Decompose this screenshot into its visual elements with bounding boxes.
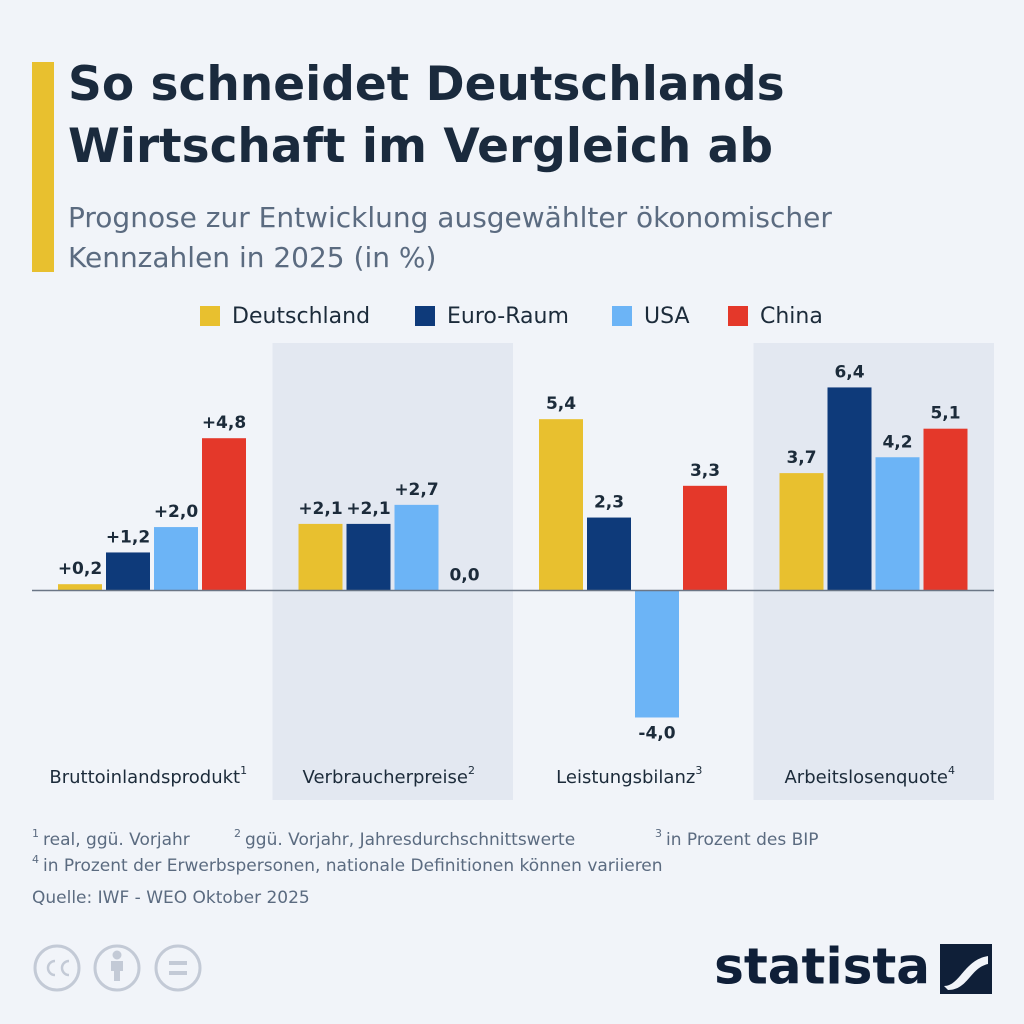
bar	[106, 552, 150, 591]
footnote-text: ggü. Vorjahr, Jahresdurchschnittswerte	[245, 830, 575, 850]
license-icons	[33, 944, 202, 992]
footnote-text: real, ggü. Vorjahr	[43, 830, 190, 850]
bar	[683, 485, 727, 591]
chart-title: So schneidet Deutschlands Wirtschaft im …	[68, 57, 785, 174]
value-label: 0,0	[449, 566, 479, 586]
bar	[202, 438, 246, 591]
footnote-text: in Prozent des BIP	[666, 830, 819, 850]
category-name: Leistungsbilanz	[556, 767, 695, 788]
value-label: +2,0	[154, 502, 199, 522]
value-label: +2,1	[298, 499, 342, 519]
bar	[154, 527, 198, 591]
bar	[875, 457, 920, 591]
value-label: 2,3	[594, 493, 624, 513]
bar	[394, 504, 439, 591]
value-label: +2,1	[346, 499, 390, 519]
value-label: 3,7	[786, 448, 816, 468]
category-name: Verbraucherpreise	[303, 767, 468, 788]
category-label: Arbeitslosenquote4	[784, 764, 955, 788]
chart-subtitle: Prognose zur Entwicklung ausgewählter ök…	[68, 201, 832, 274]
brand-name: statista	[714, 938, 930, 996]
value-label: 4,2	[882, 432, 912, 452]
brand-logo: statista	[714, 938, 992, 996]
bar	[635, 590, 679, 718]
category-label: Leistungsbilanz3	[556, 764, 702, 788]
legend-swatch	[415, 306, 435, 326]
category-mark: 2	[468, 764, 475, 777]
value-label: +1,2	[106, 527, 150, 547]
value-label: -4,0	[638, 723, 675, 743]
category-label: Bruttoinlandsprodukt1	[49, 764, 247, 788]
legend-swatch	[728, 306, 748, 326]
value-label: 5,4	[546, 394, 576, 414]
category-name: Bruttoinlandsprodukt	[49, 767, 240, 788]
bar	[346, 523, 391, 591]
category-mark: 3	[695, 764, 702, 777]
footnote-mark: 2	[234, 827, 241, 840]
value-label: 5,1	[930, 404, 960, 424]
footnote: 3 in Prozent des BIP	[655, 827, 819, 850]
value-label: 6,4	[834, 362, 864, 382]
legend-label: China	[760, 304, 823, 329]
footnote-mark: 4	[32, 853, 39, 866]
bar	[779, 473, 824, 591]
category-label: Verbraucherpreise2	[303, 764, 475, 788]
bar	[587, 517, 631, 591]
footnote-text: in Prozent der Erwerbspersonen, national…	[43, 856, 663, 876]
legend-swatch	[200, 306, 220, 326]
footnote: 4 in Prozent der Erwerbspersonen, nationa…	[32, 853, 663, 876]
bar	[923, 428, 968, 591]
source: Quelle: IWF - WEO Oktober 2025	[32, 888, 310, 908]
footnote-mark: 1	[32, 827, 39, 840]
bar	[58, 584, 102, 591]
value-label: +2,7	[394, 480, 438, 500]
value-label: +0,2	[58, 559, 102, 579]
bar	[827, 387, 872, 591]
value-label: 3,3	[690, 461, 720, 481]
footnote-mark: 3	[655, 827, 662, 840]
footnote: 1 real, ggü. Vorjahr	[32, 827, 190, 850]
legend-label: Euro-Raum	[447, 304, 569, 329]
category-mark: 1	[240, 764, 247, 777]
value-label: +4,8	[202, 413, 246, 433]
bar	[298, 523, 343, 591]
legend-label: USA	[644, 304, 690, 329]
category-mark: 4	[948, 764, 955, 777]
category-name: Arbeitslosenquote	[784, 767, 948, 788]
footnote: 2 ggü. Vorjahr, Jahresdurchschnittswerte	[234, 827, 575, 850]
bar	[539, 419, 583, 591]
legend-swatch	[612, 306, 632, 326]
title-accent	[32, 62, 54, 272]
legend-label: Deutschland	[232, 304, 370, 329]
